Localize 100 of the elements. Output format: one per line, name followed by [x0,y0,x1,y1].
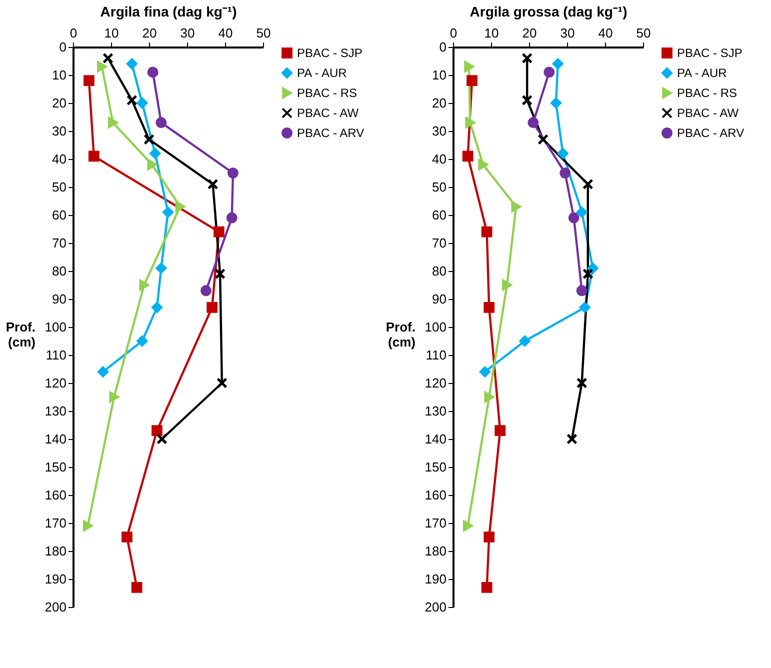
legend-label: PBAC - RS [677,86,738,100]
point [550,98,562,108]
point [126,58,138,70]
y-tick-label: 60 [432,208,446,222]
y-tick-label: 20 [432,96,446,110]
point [216,378,228,388]
point [136,98,148,108]
x-tick-label: 50 [636,26,651,40]
y-tick-label: 160 [44,488,66,502]
x-tick-label: 0 [70,26,78,40]
y-tick-label: 200 [44,600,66,614]
point [522,52,533,64]
point [552,58,564,70]
y-tick-label: 120 [424,376,446,390]
point [582,268,594,280]
point [102,52,114,64]
y-tick-label: 90 [432,292,446,306]
point [576,206,588,218]
point [560,168,571,178]
point [131,582,142,593]
y-tick-label: 80 [432,264,446,278]
y-tick-label: 180 [424,544,446,558]
y-tick-label: 10 [52,68,66,82]
x-tick-label: 20 [522,26,537,40]
point [568,212,580,224]
point [213,226,224,238]
x-tick-label: 40 [598,26,613,40]
legend-label: PA - AUR [677,66,728,80]
point [109,392,119,402]
point [147,159,157,170]
y-tick-label: 40 [52,152,66,166]
point [126,94,138,106]
point [544,66,555,78]
point [484,392,494,402]
point [214,268,226,280]
y-tick-label: 0 [59,40,66,54]
legend-label: PBAC - SJP [677,46,742,60]
point [144,134,154,145]
point [538,134,548,145]
point [97,61,107,72]
point [108,117,118,128]
y-tick-label: 200 [424,600,446,614]
x-axis-title: Argila fina (dag kg⁻¹) [100,4,237,20]
y-tick-label: 140 [424,432,446,446]
y-tick-label: 110 [426,348,446,362]
point [579,302,590,313]
point [207,178,218,190]
point [522,94,533,106]
y-tick-label: 90 [52,292,66,306]
y-tick-label: 150 [424,460,446,474]
legend-label: PBAC - ARV [677,126,744,140]
x-tick-label: 20 [142,26,157,40]
point [464,61,474,72]
point [147,66,158,78]
y-tick-label: 150 [44,460,66,474]
y-tick-label: 100 [424,320,446,334]
point [462,150,474,162]
point [484,532,495,542]
y-tick-label: 60 [52,208,66,222]
y-tick-label: 50 [52,180,66,194]
y-tick-label: 30 [52,124,66,138]
point [582,178,594,190]
point [587,262,598,274]
y-tick-label: 180 [44,544,66,558]
point [502,280,512,290]
point [136,336,148,346]
point [576,285,588,296]
x-axis-title: Argila grossa (dag kg⁻¹) [470,4,628,20]
point [162,206,174,218]
y-tick-label: 130 [424,404,446,418]
point [152,302,162,313]
point [481,226,492,238]
y-tick-label: 70 [432,236,446,250]
legend-label: PBAC - AW [297,106,360,120]
legend-label: PBAC - ARV [297,126,364,140]
y-tick-label: 170 [424,516,446,530]
y-tick-label: 120 [44,376,66,390]
point [200,285,212,296]
point [494,425,506,436]
point [82,520,93,532]
legend-label: PBAC - RS [297,86,358,100]
point [519,336,530,346]
y-tick-label: 110 [46,348,66,362]
point [478,159,488,170]
x-tick-label: 0 [450,26,458,40]
point [481,582,492,593]
point [466,75,478,86]
y-tick-label: 160 [424,488,446,502]
point [206,302,218,313]
point [98,366,108,378]
y-tick-label: 0 [439,40,446,54]
point [228,168,238,178]
y-tick-label: 190 [424,572,446,586]
y-tick-label: 190 [44,572,66,586]
point [511,201,521,212]
x-tick-label: 40 [218,26,233,40]
y-tick-label: 170 [44,516,66,530]
point [175,201,186,212]
y-axis-title: Prof. (cm) [6,320,36,350]
point [557,148,568,159]
